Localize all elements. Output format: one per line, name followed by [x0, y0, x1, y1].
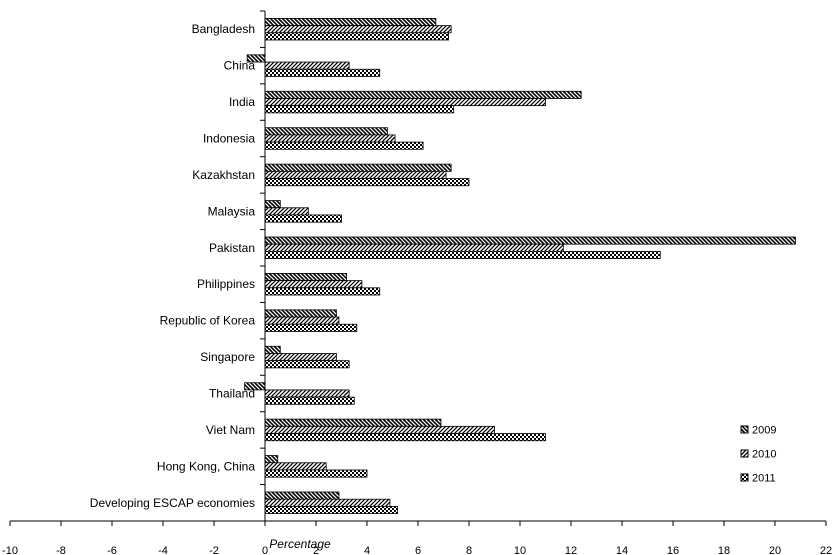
category-label: Thailand	[209, 387, 255, 401]
x-tick-label: -6	[107, 545, 117, 555]
bar-kazakhstan-2010	[264, 170, 447, 179]
category-label: Indonesia	[203, 132, 255, 146]
category-label: Kazakhstan	[192, 168, 255, 182]
x-tick-label: 14	[616, 545, 628, 555]
bar-developing-escap-economies-2010	[264, 498, 391, 507]
legend-swatch-2011	[740, 473, 749, 482]
x-tick-label: 16	[667, 545, 679, 555]
bar-republic-of-korea-2009	[264, 309, 337, 318]
x-tick-label: -2	[209, 545, 219, 555]
category-label: Singapore	[200, 350, 255, 364]
bar-viet-nam-2010	[264, 425, 495, 434]
x-tick-label: -8	[56, 545, 66, 555]
x-tick-label: -10	[2, 545, 18, 555]
bar-developing-escap-economies-2011	[264, 505, 399, 514]
legend: 2009 2010 2011	[740, 425, 776, 485]
bar-hong-kong-china-2009	[264, 455, 279, 464]
bar-bangladesh-2010	[264, 25, 452, 34]
x-tick-label: -4	[158, 545, 168, 555]
bar-philippines-2010	[264, 280, 363, 289]
bar-developing-escap-economies-2009	[264, 491, 340, 500]
category-label: Pakistan	[209, 241, 255, 255]
bar-thailand-2011	[264, 396, 355, 405]
bar-thailand-2010	[264, 389, 350, 398]
bar-india-2009	[264, 90, 582, 99]
bars-layer	[244, 18, 796, 514]
x-axis-title: Percentage	[269, 537, 331, 551]
category-label: Philippines	[197, 277, 255, 291]
axes-layer	[9, 10, 827, 526]
bar-hong-kong-china-2011	[264, 469, 368, 478]
x-tick-label: 4	[364, 545, 370, 555]
bar-malaysia-2009	[264, 200, 281, 209]
bar-republic-of-korea-2010	[264, 316, 340, 325]
bar-viet-nam-2011	[264, 433, 546, 442]
x-tick-label: 10	[514, 545, 526, 555]
x-tick-label: 2	[313, 545, 319, 555]
category-label: Malaysia	[208, 204, 256, 218]
bar-kazakhstan-2009	[264, 163, 452, 172]
category-label: Republic of Korea	[160, 314, 256, 328]
bar-philippines-2009	[264, 273, 347, 282]
bar-indonesia-2011	[264, 141, 424, 150]
x-tick-label: 8	[466, 545, 472, 555]
bar-indonesia-2009	[264, 127, 388, 136]
bar-india-2011	[264, 105, 455, 114]
bar-china-2010	[264, 61, 350, 70]
legend-label-2011: 2011	[752, 473, 776, 485]
bar-singapore-2009	[264, 345, 281, 354]
legend-swatch-2009	[740, 425, 749, 434]
x-tick-label: 12	[565, 545, 577, 555]
x-tick-label: 0	[262, 545, 268, 555]
x-tick-label: 6	[415, 545, 421, 555]
bar-indonesia-2010	[264, 134, 396, 143]
category-label: Bangladesh	[192, 22, 255, 36]
bar-hong-kong-china-2010	[264, 462, 327, 471]
x-tick-label: 18	[718, 545, 730, 555]
legend-label-2010: 2010	[752, 449, 776, 461]
legend-swatch-2010	[740, 449, 749, 458]
bar-viet-nam-2009	[264, 418, 442, 427]
bar-kazakhstan-2011	[264, 178, 470, 187]
bar-india-2010	[264, 98, 546, 107]
legend-label-2009: 2009	[752, 425, 776, 437]
bar-bangladesh-2011	[264, 32, 450, 41]
category-label: India	[229, 95, 255, 109]
category-label: Viet Nam	[206, 423, 255, 437]
category-label: Developing ESCAP economies	[90, 496, 255, 510]
bar-bangladesh-2009	[264, 18, 437, 27]
category-label: Hong Kong, China	[157, 459, 255, 473]
bar-philippines-2011	[264, 287, 381, 296]
bar-pakistan-2011	[264, 250, 661, 259]
bar-malaysia-2010	[264, 207, 309, 216]
x-tick-label: 22	[820, 545, 832, 555]
bar-malaysia-2011	[264, 214, 342, 223]
bar-pakistan-2009	[264, 236, 796, 245]
bar-china-2011	[264, 68, 381, 77]
bar-singapore-2010	[264, 353, 337, 362]
category-label: China	[224, 59, 256, 73]
bar-pakistan-2010	[264, 243, 564, 252]
bar-republic-of-korea-2011	[264, 323, 358, 332]
labels-layer: Bangladesh China India Indonesia Kazakhstan M…	[2, 22, 832, 555]
bar-singapore-2011	[264, 360, 350, 369]
x-tick-label: 20	[769, 545, 781, 555]
